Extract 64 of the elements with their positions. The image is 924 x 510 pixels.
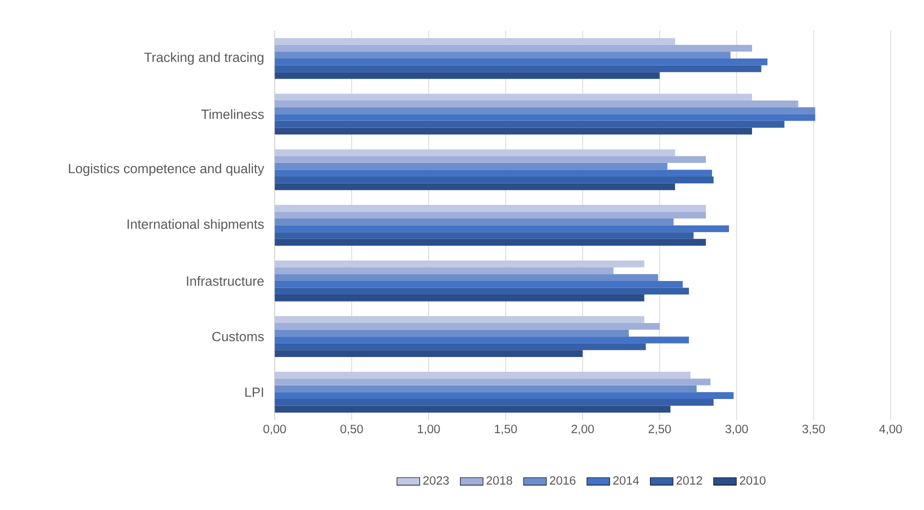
bar	[274, 38, 676, 45]
bar	[274, 260, 644, 268]
bar	[274, 218, 674, 226]
bar	[274, 65, 762, 72]
bar	[274, 52, 731, 58]
bar	[274, 288, 689, 295]
legend-label: 2018	[486, 476, 512, 485]
bar	[274, 350, 583, 357]
x-tick-label: 2,00	[572, 424, 594, 435]
bar	[274, 156, 706, 163]
bar	[274, 372, 690, 379]
y-tick-label: Tracking and tracing	[144, 52, 264, 65]
y-tick-label: Logistics competence and quality	[68, 164, 264, 176]
x-tick-label: 4,00	[879, 424, 902, 435]
bar	[274, 385, 697, 392]
bar	[274, 398, 714, 406]
x-tick-label: 0,50	[340, 424, 363, 435]
bar	[274, 58, 768, 66]
y-tick-label: Timeliness	[201, 109, 264, 119]
legend-label: 2010	[740, 476, 766, 485]
bar	[274, 162, 668, 170]
legend-label: 2012	[676, 476, 702, 485]
legend-label: 2016	[550, 476, 576, 485]
x-tick-label: 2,50	[648, 424, 671, 435]
bar	[274, 316, 644, 323]
bar	[274, 392, 734, 399]
bar	[274, 107, 816, 114]
bar	[274, 120, 784, 128]
bar	[274, 232, 694, 239]
x-tick-label: 3,00	[725, 424, 748, 435]
x-tick-label: 3,50	[802, 424, 825, 435]
bar	[274, 238, 706, 246]
x-tick-label: 0,00	[263, 424, 286, 435]
bar	[274, 170, 712, 177]
legend-label: 2014	[613, 476, 639, 485]
bar	[274, 330, 629, 337]
bar	[274, 44, 752, 52]
bar	[274, 212, 706, 219]
bar	[274, 378, 710, 386]
y-tick-label: International shipments	[128, 219, 264, 232]
bar	[274, 294, 644, 302]
bar	[274, 72, 660, 79]
bar	[274, 114, 816, 121]
y-tick-label: Customs	[212, 332, 264, 342]
x-tick-label: 1,00	[418, 424, 440, 435]
bar	[274, 225, 729, 232]
bar	[274, 149, 676, 156]
y-tick-label: Infrastructure	[186, 276, 264, 286]
bar	[274, 406, 670, 413]
legend-label: 2023	[423, 476, 449, 485]
bar	[274, 128, 752, 134]
bar	[274, 322, 660, 330]
bar	[274, 336, 689, 344]
y-tick-label: LPI	[245, 388, 264, 397]
bar	[274, 274, 658, 281]
x-tick-label: 1,50	[494, 424, 517, 435]
bar	[274, 204, 706, 212]
bar	[274, 267, 614, 274]
bar	[274, 280, 683, 288]
bar	[274, 94, 752, 101]
bar	[274, 100, 798, 108]
bar	[274, 343, 646, 350]
bar	[274, 183, 676, 190]
bar	[274, 176, 714, 184]
